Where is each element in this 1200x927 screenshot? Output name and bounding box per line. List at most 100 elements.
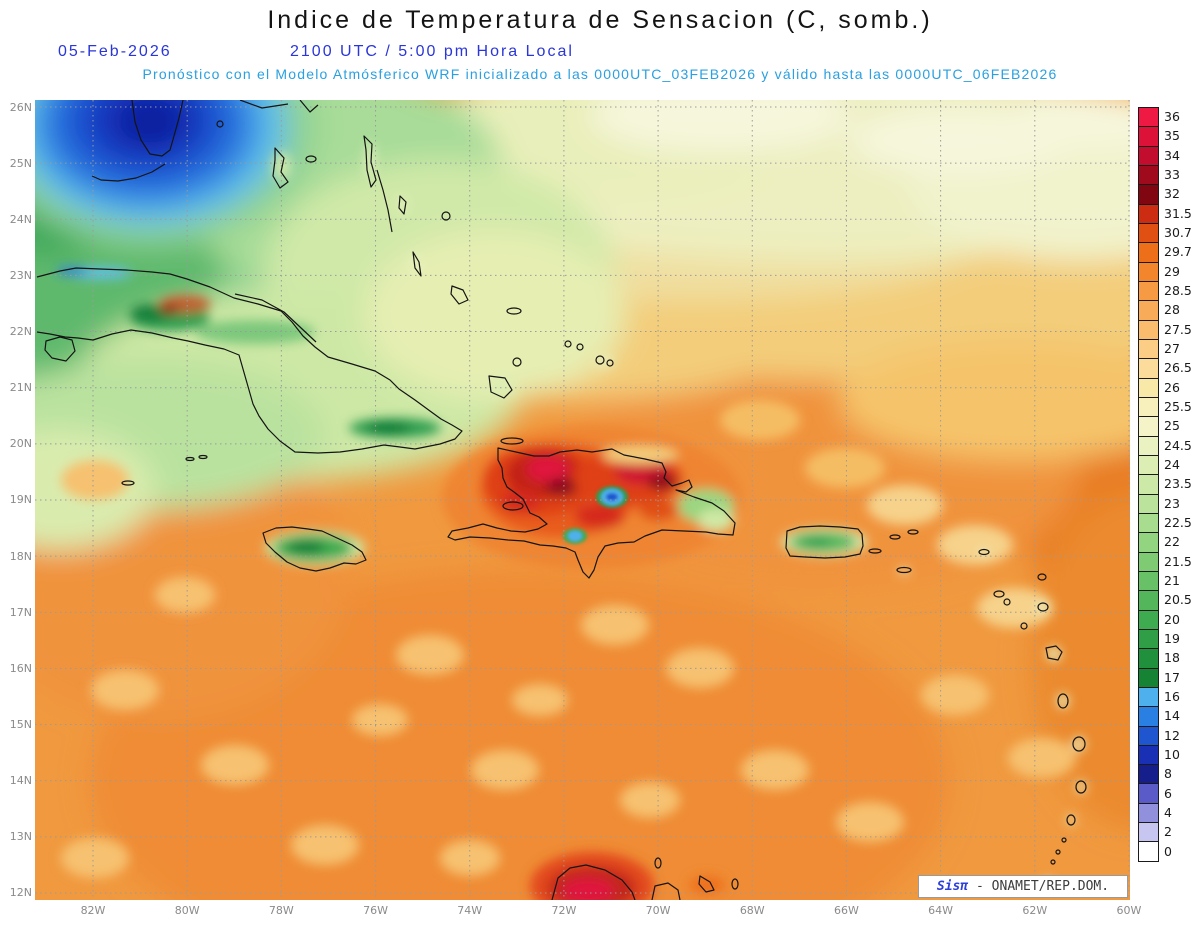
legend-value: 26	[1164, 379, 1180, 395]
legend-swatch	[1138, 435, 1159, 456]
turks-2	[606, 359, 614, 367]
coastlines	[36, 100, 1087, 900]
legend-swatch	[1138, 261, 1159, 282]
cat-island	[398, 195, 407, 215]
legend-value: 23.5	[1164, 476, 1192, 492]
montserrat	[1020, 622, 1028, 630]
legend-swatch	[1138, 164, 1159, 186]
legend-entry: 21	[1138, 570, 1200, 592]
legend-value: 28.5	[1164, 283, 1192, 299]
new-providence	[305, 155, 317, 163]
model-info: Pronóstico con el Modelo Atmósferico WRF…	[142, 66, 1058, 82]
cuba-coastline	[36, 267, 463, 454]
legend-value: 17	[1164, 669, 1180, 685]
legend-entry: 24.5	[1138, 435, 1200, 456]
barbuda	[1037, 573, 1047, 581]
sispi-logo: Sisπ	[936, 879, 969, 894]
legend-value: 18	[1164, 650, 1180, 666]
legend-entry: 29	[1138, 261, 1200, 282]
legend-swatch	[1138, 532, 1159, 553]
legend-swatch	[1138, 802, 1159, 824]
legend-entry: 23	[1138, 493, 1200, 514]
legend-swatch	[1138, 783, 1159, 804]
legend-entry: 16	[1138, 686, 1200, 708]
legend-value: 28	[1164, 302, 1180, 318]
legend-swatch	[1138, 493, 1159, 514]
legend-swatch	[1138, 203, 1159, 224]
san-salvador	[441, 211, 451, 221]
valid-time: 2100 UTC / 5:00 pm Hora Local	[290, 43, 574, 60]
legend-value: 10	[1164, 746, 1180, 762]
st-lucia	[1075, 780, 1087, 794]
legend-entry: 10	[1138, 744, 1200, 766]
legend-swatch	[1138, 300, 1159, 321]
legend-entry: 6	[1138, 783, 1200, 804]
longitude-label: 66W	[834, 904, 859, 917]
legend-swatch	[1138, 416, 1159, 437]
florida-coastline	[131, 100, 184, 157]
latitude-label: 25N	[9, 156, 32, 170]
legend-entry: 20	[1138, 609, 1200, 630]
legend-value: 6	[1164, 785, 1172, 801]
latitude-label: 24N	[9, 212, 32, 226]
curacao	[698, 875, 715, 893]
legend-value: 0	[1164, 843, 1172, 859]
legend-swatch	[1138, 706, 1159, 727]
st-thomas	[889, 534, 901, 540]
st-croix	[896, 566, 912, 574]
latitude-label: 22N	[9, 325, 32, 339]
tortuga-island	[500, 437, 524, 445]
legend-entry: 25	[1138, 416, 1200, 437]
legend-swatch	[1138, 551, 1159, 572]
legend-value: 2	[1164, 824, 1172, 840]
legend-value: 21.5	[1164, 553, 1192, 569]
latitude-label: 13N	[9, 830, 32, 844]
vieques	[868, 548, 882, 554]
legend-value: 26.5	[1164, 360, 1192, 376]
legend-value: 22.5	[1164, 515, 1192, 531]
heat-index-field-large	[35, 100, 1130, 900]
legend-swatch	[1138, 512, 1159, 534]
legend-entry: 8	[1138, 764, 1200, 785]
latitude-label: 18N	[9, 549, 32, 563]
legend-swatch	[1138, 319, 1159, 340]
abaco	[299, 100, 319, 113]
legend-entry: 26.5	[1138, 358, 1200, 379]
legend-swatch	[1138, 841, 1159, 862]
attribution-text: - ONAMET/REP.DOM.	[976, 879, 1110, 894]
latitude-label: 21N	[9, 381, 32, 395]
legend-entry: 32	[1138, 184, 1200, 205]
grenadines-1	[1061, 837, 1067, 843]
legend-swatch	[1138, 107, 1159, 128]
legend-swatch	[1138, 744, 1159, 766]
grand-cayman	[121, 480, 135, 486]
legend-swatch	[1138, 570, 1159, 592]
latitude-label: 15N	[9, 718, 32, 732]
legend-value: 20	[1164, 611, 1180, 627]
longitude-label: 78W	[268, 904, 294, 917]
legend-swatch	[1138, 648, 1159, 669]
nevis	[1003, 598, 1011, 606]
legend-value: 32	[1164, 186, 1180, 202]
andros	[272, 147, 289, 189]
legend-swatch	[1138, 822, 1159, 843]
long-island	[412, 251, 422, 277]
legend-entry: 29.7	[1138, 242, 1200, 263]
longitude-label: 82W	[80, 904, 106, 917]
mayaguana	[506, 307, 522, 315]
legend-entry: 35	[1138, 126, 1200, 147]
legend-value: 8	[1164, 766, 1172, 782]
legend-entry: 27	[1138, 338, 1200, 360]
legend-entry: 14	[1138, 706, 1200, 727]
longitude-label: 60W	[1116, 904, 1142, 917]
longitude-label: 70W	[645, 904, 671, 917]
caicos-2	[576, 343, 584, 351]
legend-swatch	[1138, 338, 1159, 360]
legend-value: 29	[1164, 263, 1180, 279]
grand-bahama	[239, 100, 289, 109]
latitude-label: 20N	[9, 437, 32, 451]
bimini	[216, 120, 224, 128]
gonave-island	[502, 501, 524, 511]
legend-value: 27	[1164, 341, 1180, 357]
bonaire	[731, 878, 739, 890]
